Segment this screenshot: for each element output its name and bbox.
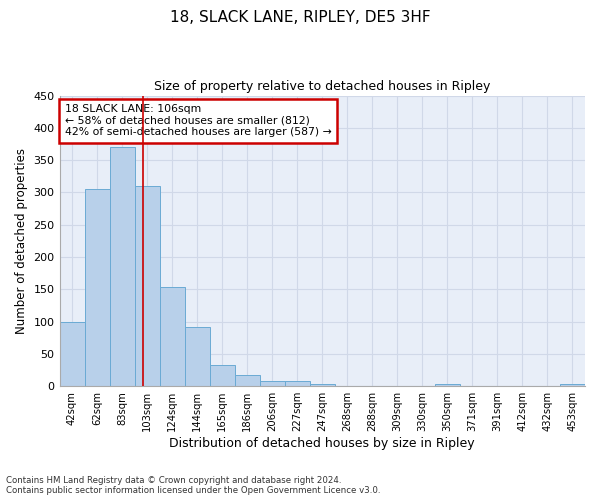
- Bar: [59, 322, 85, 386]
- Bar: [209, 365, 235, 386]
- Bar: [235, 374, 260, 386]
- Bar: [185, 327, 209, 386]
- Bar: [285, 381, 310, 386]
- Bar: [134, 186, 160, 386]
- Y-axis label: Number of detached properties: Number of detached properties: [15, 148, 28, 334]
- Bar: [560, 384, 585, 386]
- Title: Size of property relative to detached houses in Ripley: Size of property relative to detached ho…: [154, 80, 490, 93]
- Text: 18 SLACK LANE: 106sqm
← 58% of detached houses are smaller (812)
42% of semi-det: 18 SLACK LANE: 106sqm ← 58% of detached …: [65, 104, 332, 138]
- Text: 18, SLACK LANE, RIPLEY, DE5 3HF: 18, SLACK LANE, RIPLEY, DE5 3HF: [170, 10, 430, 25]
- Bar: [110, 147, 134, 386]
- Bar: [435, 384, 460, 386]
- Bar: [160, 288, 185, 386]
- Bar: [260, 381, 285, 386]
- Bar: [85, 189, 110, 386]
- Bar: [310, 384, 335, 386]
- X-axis label: Distribution of detached houses by size in Ripley: Distribution of detached houses by size …: [169, 437, 475, 450]
- Text: Contains HM Land Registry data © Crown copyright and database right 2024.
Contai: Contains HM Land Registry data © Crown c…: [6, 476, 380, 495]
